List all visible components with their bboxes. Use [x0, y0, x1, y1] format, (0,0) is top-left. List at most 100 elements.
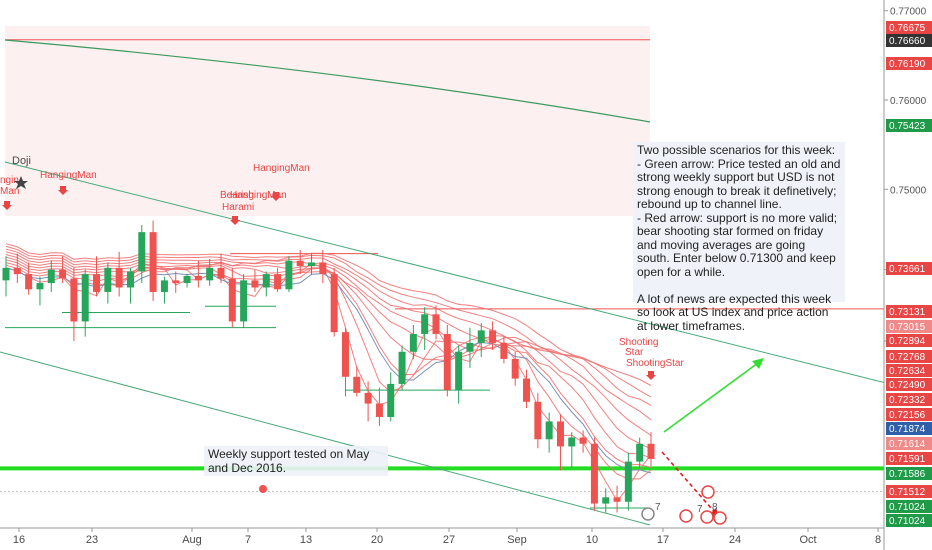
- long-moving-average: [4, 39, 651, 123]
- candle: [194, 260, 202, 288]
- candle-body: [579, 437, 587, 444]
- channel-upper-line: [4, 161, 895, 386]
- price-tag-label-6: 0.73015: [889, 322, 926, 333]
- price-tag-label-15: 0.71591: [889, 454, 926, 465]
- price-tag-bg: [886, 21, 932, 34]
- price-tag-label-3: 0.75423: [889, 121, 926, 132]
- candle-body: [647, 443, 655, 459]
- pattern-label-3: Bearish: [220, 190, 254, 201]
- event-badge-count-1: 7: [697, 504, 703, 515]
- candle: [2, 256, 10, 297]
- price-tag-label-16: 0.71586: [889, 469, 926, 480]
- candle-body: [523, 378, 531, 402]
- candle: [489, 321, 497, 350]
- time-tick-label-9: 17: [657, 534, 669, 546]
- candle: [602, 488, 610, 513]
- price-tag-bg: [886, 437, 932, 450]
- candle: [636, 437, 644, 468]
- price-tick-label-1: 0.76000: [890, 96, 927, 107]
- ma-ribbon-line: [5, 256, 652, 450]
- price-tag-label-5: 0.73131: [889, 307, 926, 318]
- candle-body: [240, 280, 248, 322]
- candle: [70, 267, 78, 342]
- candle: [308, 253, 316, 275]
- candle-body: [285, 260, 293, 290]
- price-tag-label-8: 0.72768: [889, 352, 926, 363]
- scenario-note: Two possible scenarios for this week: - …: [633, 142, 845, 332]
- candle: [47, 260, 55, 292]
- candle: [183, 274, 191, 288]
- pattern-arrow-marker: [271, 192, 281, 201]
- candle-body: [206, 267, 214, 281]
- price-tag-bg: [886, 364, 932, 377]
- candle: [36, 276, 44, 306]
- candle: [590, 437, 598, 511]
- price-tag-bg: [886, 393, 932, 406]
- candle: [81, 269, 89, 337]
- pattern-label-8: ShootingStar: [626, 358, 684, 369]
- upper-zone-shade: [5, 26, 650, 216]
- price-tag-label-14: 0.71614: [889, 439, 926, 450]
- candle: [59, 256, 67, 284]
- candle: [432, 305, 440, 340]
- price-tag-label-2: 0.76190: [889, 59, 926, 70]
- pattern-arrow-marker: [58, 186, 68, 195]
- price-tag-label-17: 0.71512: [889, 487, 926, 498]
- candle: [13, 253, 21, 284]
- price-tag-label-12: 0.72156: [889, 410, 926, 421]
- candle-body: [353, 376, 361, 393]
- candle: [579, 430, 587, 453]
- price-tag-label-10: 0.72490: [889, 380, 926, 391]
- price-tag-bg: [886, 305, 932, 318]
- candle-body: [308, 262, 316, 267]
- pattern-arrow-marker: [2, 201, 12, 210]
- price-tag-bg: [886, 378, 932, 391]
- event-badge-icon: [701, 485, 715, 499]
- candle: [556, 414, 564, 471]
- price-tag-bg: [886, 452, 932, 465]
- candle: [138, 225, 146, 284]
- price-tag-bg: [886, 514, 932, 527]
- pattern-arrow-marker: [230, 216, 240, 225]
- price-tag-bg: [886, 320, 932, 333]
- candle: [523, 369, 531, 409]
- price-tag-label-19: 0.71024: [889, 516, 926, 527]
- candle: [647, 432, 655, 467]
- pattern-label-9: ngin: [0, 175, 19, 186]
- candle-body: [36, 283, 44, 290]
- candle: [104, 262, 112, 304]
- candle-body: [149, 232, 157, 292]
- candle-body: [421, 314, 429, 334]
- candle: [624, 452, 632, 511]
- price-tag-label-0: 0.76675: [889, 23, 926, 34]
- candle-body: [398, 351, 406, 384]
- pattern-label-5: HangingMan: [253, 163, 310, 174]
- candle: [115, 251, 123, 297]
- candle: [206, 258, 214, 286]
- candle: [613, 485, 621, 513]
- candle: [364, 381, 372, 422]
- candle: [409, 325, 417, 359]
- pattern-label-2: HangingMan: [230, 190, 287, 201]
- time-tick-label-7: Sep: [507, 534, 527, 546]
- candle: [172, 271, 180, 293]
- candle-body: [13, 267, 21, 275]
- pattern-label-0: Doji: [12, 155, 31, 167]
- candle-body: [534, 401, 542, 440]
- candle-body: [613, 497, 621, 502]
- candle: [285, 256, 293, 292]
- price-tag-bg: [886, 467, 932, 480]
- candle-body: [602, 497, 610, 504]
- time-tick-label-3: 7: [245, 534, 251, 546]
- candle-body: [556, 421, 564, 447]
- pattern-label-4: Harami: [222, 202, 254, 213]
- price-tick-label-0: 0.77000: [890, 7, 927, 18]
- candle-body: [443, 333, 451, 391]
- candle-body: [364, 392, 372, 404]
- candle: [251, 269, 259, 292]
- candle-body: [319, 262, 327, 275]
- time-tick-label-10: 24: [729, 534, 741, 546]
- candle-body: [511, 358, 519, 379]
- candle-body: [477, 330, 485, 343]
